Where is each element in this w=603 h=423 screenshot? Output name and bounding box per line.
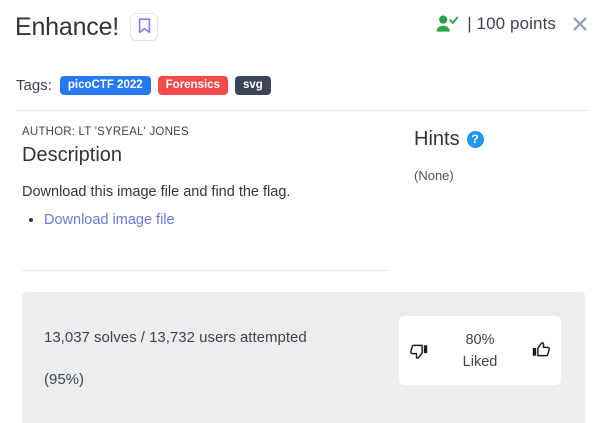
bookmark-button[interactable] <box>130 13 159 41</box>
header-divider <box>16 110 588 111</box>
rating-label: Liked <box>462 353 498 370</box>
tags-row: Tags: picoCTF 2022 Forensics svg <box>16 76 271 95</box>
download-image-file-link[interactable]: Download image file <box>44 212 175 228</box>
description-column: AUTHOR: LT 'SYREAL' JONES Description Do… <box>22 126 392 231</box>
person-check-icon <box>436 15 459 33</box>
bookmark-icon <box>138 17 151 37</box>
list-item: Download image file <box>44 209 392 231</box>
description-link-list: Download image file <box>22 209 392 231</box>
stats-panel: 13,037 solves / 13,732 users attempted (… <box>22 292 585 423</box>
rating-card: 80% Liked <box>399 316 561 385</box>
tags-label: Tags: <box>16 77 52 94</box>
close-button[interactable] <box>565 15 589 33</box>
thumbs-up-icon <box>532 341 551 360</box>
hints-column: Hints ? (None) <box>414 126 589 183</box>
description-body: Download this image file and find the fl… <box>22 184 291 200</box>
description-divider <box>22 270 388 271</box>
solves-line: 13,037 solves / 13,732 users attempted <box>44 329 307 346</box>
help-icon[interactable]: ? <box>466 130 484 148</box>
title-group: Enhance! <box>15 12 159 42</box>
tag-picoctf-2022[interactable]: picoCTF 2022 <box>59 76 151 95</box>
page-title: Enhance! <box>15 13 120 41</box>
dislike-button[interactable] <box>409 341 428 360</box>
hints-content: (None) <box>414 168 454 183</box>
points-label: | 100 points <box>467 14 556 33</box>
header-status-group: | 100 points <box>436 14 589 34</box>
solve-stats: 13,037 solves / 13,732 users attempted (… <box>44 317 404 401</box>
close-icon <box>571 15 589 33</box>
tag-svg[interactable]: svg <box>234 76 271 95</box>
thumbs-down-icon <box>409 341 428 360</box>
solve-percent-line: (95%) <box>44 371 85 388</box>
like-button[interactable] <box>532 341 551 360</box>
rating-summary: 80% Liked <box>428 329 532 373</box>
description-heading: Description <box>22 144 123 166</box>
rating-percent: 80% <box>465 331 495 348</box>
hints-heading: Hints ? <box>414 126 589 152</box>
tag-forensics[interactable]: Forensics <box>157 76 228 95</box>
author-label: AUTHOR: LT 'SYREAL' JONES <box>22 126 189 138</box>
hints-heading-label: Hints <box>414 128 460 150</box>
challenge-header: Enhance! | 100 points <box>0 0 603 62</box>
